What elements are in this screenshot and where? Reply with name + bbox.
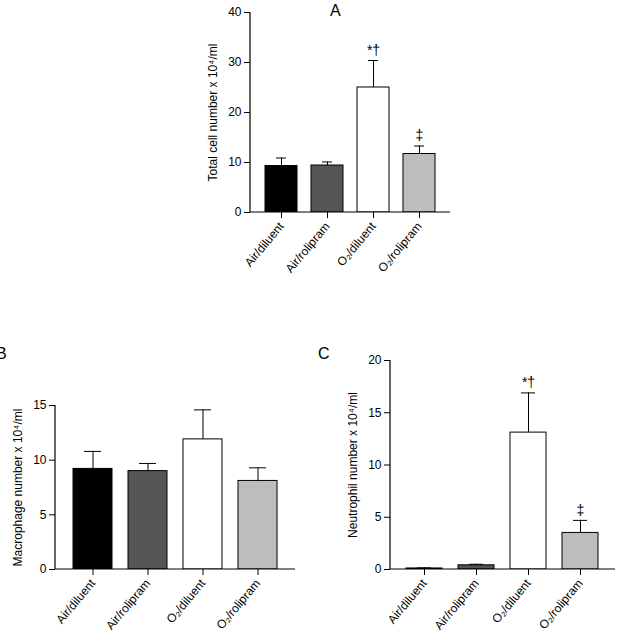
svg-text:Total cell number x 10⁴/ml: Total cell number x 10⁴/ml — [206, 44, 220, 182]
svg-text:10: 10 — [368, 458, 382, 472]
svg-text:0: 0 — [235, 205, 242, 219]
svg-text:Air/diluent: Air/diluent — [385, 576, 430, 626]
svg-text:O₂/diluent: O₂/diluent — [164, 576, 209, 626]
svg-text:0: 0 — [40, 562, 47, 576]
html-text:C: C — [318, 345, 330, 362]
svg-text:40: 40 — [228, 5, 242, 19]
svg-text:Air/diluent: Air/diluent — [242, 219, 287, 269]
svg-text:15: 15 — [368, 406, 382, 420]
svg-text:O₂/rolipram: O₂/rolipram — [375, 219, 425, 274]
svg-text:Neutrophil number x 10⁴/ml: Neutrophil number x 10⁴/ml — [346, 392, 360, 538]
svg-text:Air/rolipram: Air/rolipram — [432, 576, 482, 632]
svg-text:5: 5 — [375, 510, 382, 524]
svg-text:0: 0 — [375, 562, 382, 576]
svg-text:10: 10 — [33, 453, 47, 467]
svg-text:*†: *† — [522, 374, 535, 390]
svg-text:‡: ‡ — [416, 127, 424, 143]
svg-text:30: 30 — [228, 55, 242, 69]
svg-text:5: 5 — [40, 508, 47, 522]
svg-text:O₂/diluent: O₂/diluent — [334, 219, 379, 269]
svg-text:10: 10 — [228, 155, 242, 169]
svg-text:‡: ‡ — [577, 502, 585, 518]
svg-text:Air/rolipram: Air/rolipram — [103, 576, 153, 632]
svg-text:O₂/diluent: O₂/diluent — [489, 576, 534, 626]
svg-text:20: 20 — [228, 105, 242, 119]
svg-text:20: 20 — [368, 353, 382, 367]
html-text:A: A — [330, 2, 341, 19]
svg-text:15: 15 — [33, 398, 47, 412]
svg-text:Air/rolipram: Air/rolipram — [283, 219, 333, 275]
svg-text:Air/diluent: Air/diluent — [53, 576, 98, 626]
svg-text:Macrophage number x 10⁴/ml: Macrophage number x 10⁴/ml — [11, 409, 25, 567]
svg-text:*†: *† — [367, 42, 380, 58]
svg-text:O₂/rolipram: O₂/rolipram — [214, 576, 264, 631]
svg-text:O₂/rolipram: O₂/rolipram — [536, 576, 586, 631]
